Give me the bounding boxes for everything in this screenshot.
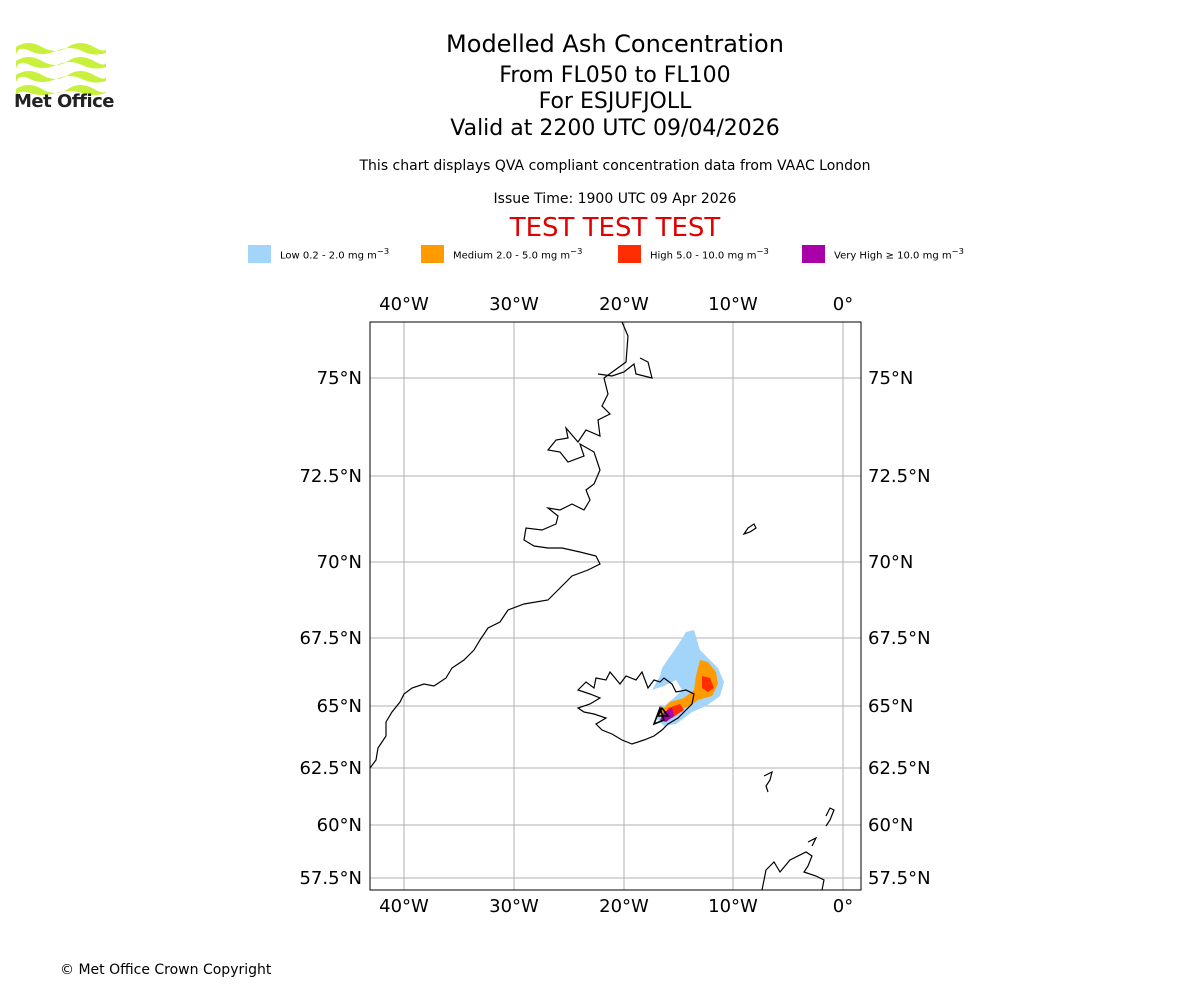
greenland-fjord: [597, 357, 653, 379]
legend-item-low: Low 0.2 - 2.0 mg m−3: [248, 245, 389, 263]
jan-mayen-coast: [742, 523, 757, 536]
lon-tick-top: 20°W: [599, 294, 649, 315]
lat-tick-right: 72.5°N: [868, 466, 931, 487]
coastlines: [370, 322, 835, 890]
orkney-coast: [807, 836, 818, 847]
legend-swatch-very-high: [802, 245, 825, 263]
lon-tick-bottom: 40°W: [379, 896, 429, 917]
legend-label-medium: Medium 2.0 - 5.0 mg m−3: [453, 246, 583, 262]
lat-tick-left: 65°N: [317, 696, 362, 717]
lat-tick-right: 60°N: [868, 815, 913, 836]
chart-title: Modelled Ash Concentration: [446, 30, 784, 58]
copyright-notice: © Met Office Crown Copyright: [60, 962, 272, 978]
legend-item-high: High 5.0 - 10.0 mg m−3: [618, 245, 769, 263]
lon-tick-bottom: 20°W: [599, 896, 649, 917]
lat-tick-left: 72.5°N: [299, 466, 362, 487]
lon-tick-bottom: 30°W: [489, 896, 539, 917]
legend-label-very-high: Very High ≥ 10.0 mg m−3: [834, 246, 964, 262]
legend-label-high: High 5.0 - 10.0 mg m−3: [650, 246, 769, 262]
legend-label-low: Low 0.2 - 2.0 mg m−3: [280, 246, 390, 262]
lat-tick-right: 75°N: [868, 368, 913, 389]
shetland-coast: [825, 807, 835, 827]
lon-tick-top: 40°W: [379, 294, 429, 315]
volcano-name: For ESJUFJOLL: [538, 89, 692, 114]
chart-description: This chart displays QVA compliant concen…: [359, 158, 871, 174]
lat-tick-right: 67.5°N: [868, 628, 931, 649]
issue-time: Issue Time: 1900 UTC 09 Apr 2026: [493, 191, 737, 207]
legend-item-very-high: Very High ≥ 10.0 mg m−3: [802, 245, 964, 263]
legend-swatch-medium: [421, 245, 444, 263]
lon-tick-bottom: 10°W: [708, 896, 758, 917]
lat-tick-right: 57.5°N: [868, 868, 931, 889]
graticule: [370, 322, 861, 890]
iceland-coast: [576, 670, 695, 745]
lat-tick-left: 62.5°N: [299, 758, 362, 779]
lon-tick-top: 0°: [833, 294, 853, 315]
legend-swatch-high: [618, 245, 641, 263]
lat-tick-left: 60°N: [317, 815, 362, 836]
lon-tick-top: 30°W: [489, 294, 539, 315]
valid-time: Valid at 2200 UTC 09/04/2026: [450, 116, 780, 141]
eruption-marker: [652, 705, 670, 726]
logo-text: Met Office: [14, 91, 115, 112]
lat-tick-left: 75°N: [317, 368, 362, 389]
greenland-coast: [370, 322, 629, 769]
lat-tick-left: 57.5°N: [299, 868, 362, 889]
met-office-logo-icon: [16, 43, 106, 97]
legend-item-medium: Medium 2.0 - 5.0 mg m−3: [421, 245, 582, 263]
lat-tick-right: 62.5°N: [868, 758, 931, 779]
faroe-islands-coast: [763, 770, 773, 793]
lat-tick-right: 70°N: [868, 552, 913, 573]
ash-high-region: [664, 676, 714, 720]
lat-tick-left: 70°N: [317, 552, 362, 573]
lon-tick-top: 10°W: [708, 294, 758, 315]
lat-tick-left: 67.5°N: [299, 628, 362, 649]
legend-swatch-low: [248, 245, 271, 263]
map-frame: [369, 321, 862, 891]
lat-tick-right: 65°N: [868, 696, 913, 717]
test-banner: TEST TEST TEST: [509, 213, 721, 243]
scotland-coast: [761, 851, 825, 890]
flight-level-range: From FL050 to FL100: [499, 63, 731, 88]
map-background: [370, 322, 861, 890]
lon-tick-bottom: 0°: [833, 896, 853, 917]
